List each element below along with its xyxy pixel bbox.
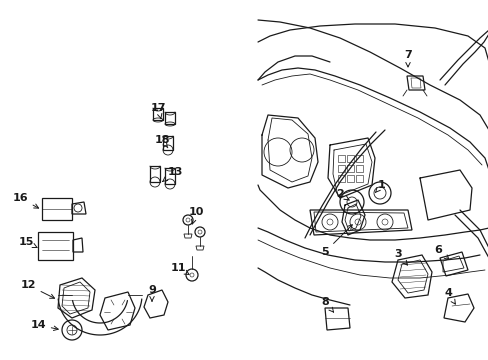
Text: 17: 17 [150,103,165,119]
Text: 2: 2 [335,189,348,200]
Text: 16: 16 [12,193,39,208]
Text: 7: 7 [403,50,411,67]
Text: 13: 13 [162,167,183,181]
Text: 8: 8 [321,297,333,312]
Text: 14: 14 [30,320,58,330]
Text: 11: 11 [170,263,189,274]
Text: 15: 15 [18,237,37,248]
Text: 10: 10 [188,207,203,224]
Text: 5: 5 [321,225,351,257]
Text: 6: 6 [433,245,448,260]
Text: 12: 12 [20,280,55,298]
Text: 3: 3 [393,249,407,265]
Text: 9: 9 [148,285,156,301]
Text: 18: 18 [154,135,169,148]
Text: 4: 4 [443,288,454,304]
Text: 1: 1 [374,180,385,193]
